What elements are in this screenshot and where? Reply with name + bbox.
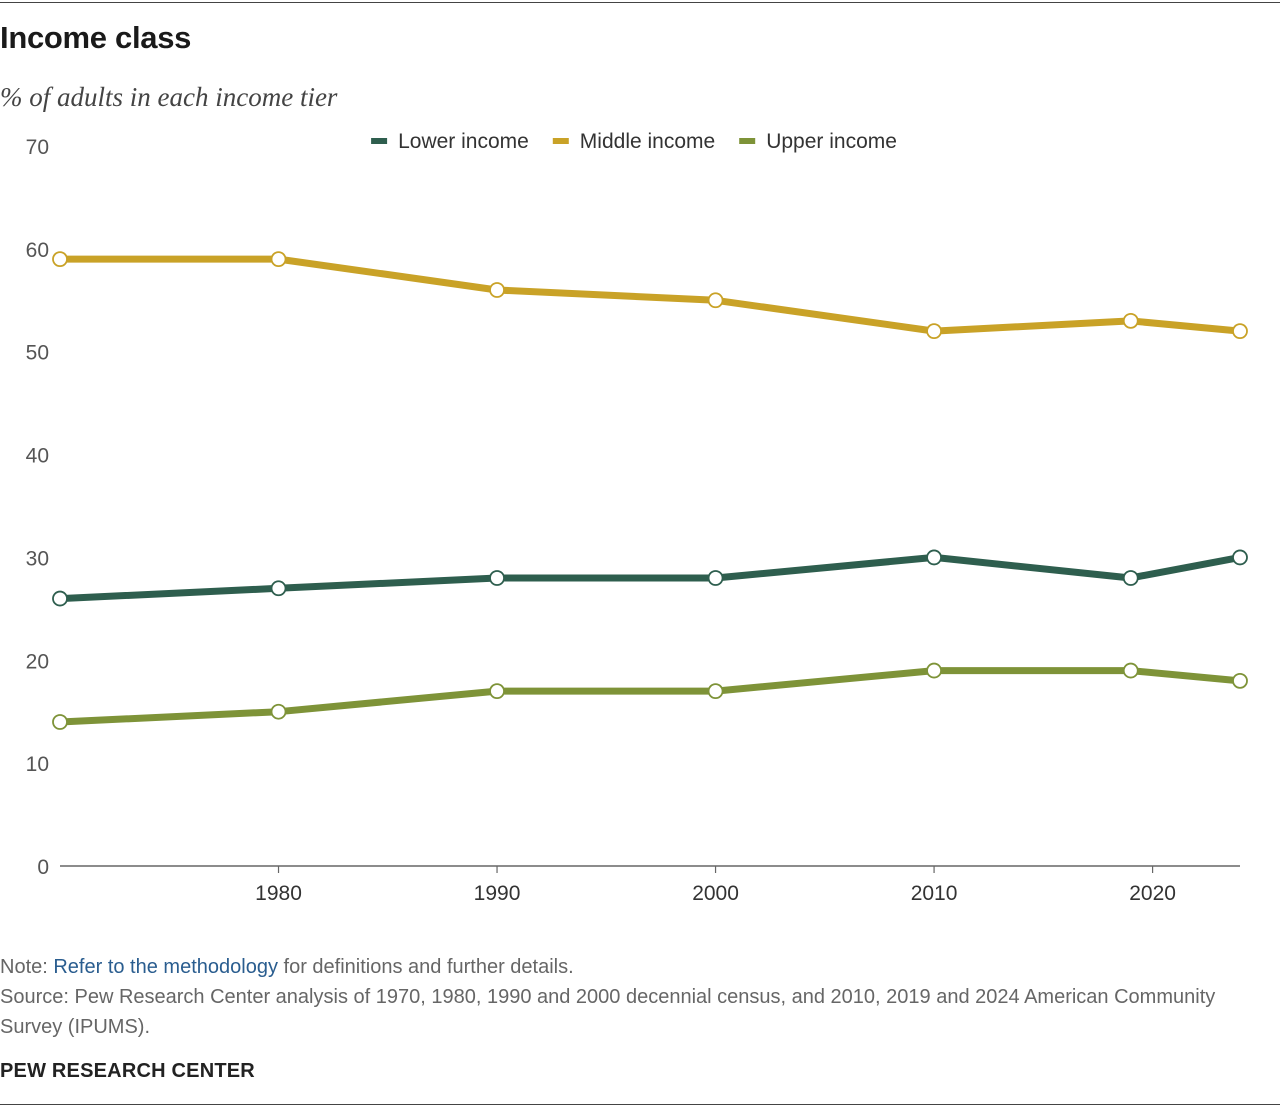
data-point	[489, 570, 505, 586]
line-chart: 0 10 20 30 40 50 60 70 1980 1990 2000 2010 2020 Lower…	[26, 130, 1248, 905]
bottom-rule	[0, 1104, 1280, 1105]
data-point	[270, 703, 287, 720]
y-tick-label: 10	[26, 753, 49, 776]
legend: Lower income Middle income Upper income	[371, 130, 897, 153]
legend-item: Middle income	[552, 130, 715, 153]
brand-label: PEW RESEARCH CENTER	[0, 1060, 255, 1082]
x-tick-label: 1990	[474, 882, 521, 905]
data-point	[489, 683, 505, 700]
x-tick-label: 2010	[911, 882, 958, 905]
top-rule	[0, 2, 1280, 3]
y-tick-label: 60	[26, 239, 49, 262]
y-tick-label: 0	[37, 856, 49, 879]
series-line-lower-income	[56, 553, 1244, 603]
note-line: Note: Refer to the methodology for defin…	[0, 952, 1270, 982]
data-point	[707, 292, 724, 309]
data-point	[926, 662, 942, 679]
data-point	[52, 714, 68, 730]
series-line-middle-income	[56, 255, 1244, 335]
chart-title: Income class	[0, 20, 192, 55]
legend-label: Lower income	[398, 130, 529, 153]
data-point	[1122, 570, 1139, 586]
y-tick-label: 50	[26, 342, 49, 365]
methodology-link[interactable]: Refer to the methodology	[53, 956, 278, 978]
data-point	[1232, 323, 1248, 340]
x-tick-label: 2000	[692, 882, 739, 905]
x-tick-label: 2020	[1129, 882, 1176, 905]
note-suffix: for definitions and further details.	[277, 956, 574, 978]
chart-notes: Note: Refer to the methodology for defin…	[0, 952, 1270, 1042]
y-tick-label: 30	[26, 547, 49, 570]
data-point	[1122, 312, 1139, 329]
y-tick-label: 20	[26, 650, 49, 673]
data-point	[489, 282, 505, 298]
data-point	[926, 323, 942, 340]
data-point	[270, 251, 287, 268]
y-tick-label: 70	[26, 136, 49, 159]
x-tick-label: 1980	[255, 882, 302, 905]
data-point	[1232, 549, 1248, 566]
series-line-upper-income	[56, 667, 1244, 726]
data-point	[52, 590, 68, 607]
source-line: Source: Pew Research Center analysis of …	[0, 986, 1216, 1038]
data-point	[707, 683, 724, 700]
data-point	[707, 570, 724, 586]
chart-subtitle: % of adults in each income tier	[0, 82, 338, 112]
data-point	[926, 549, 942, 566]
legend-label: Upper income	[766, 130, 897, 153]
data-point	[1232, 672, 1248, 689]
legend-item: Lower income	[371, 130, 529, 153]
data-point	[1122, 662, 1139, 679]
y-tick-label: 40	[26, 445, 49, 468]
legend-label: Middle income	[580, 130, 715, 153]
data-point	[270, 580, 287, 597]
note-prefix: Note:	[0, 956, 54, 978]
data-point	[52, 251, 68, 268]
legend-item: Upper income	[739, 130, 897, 153]
